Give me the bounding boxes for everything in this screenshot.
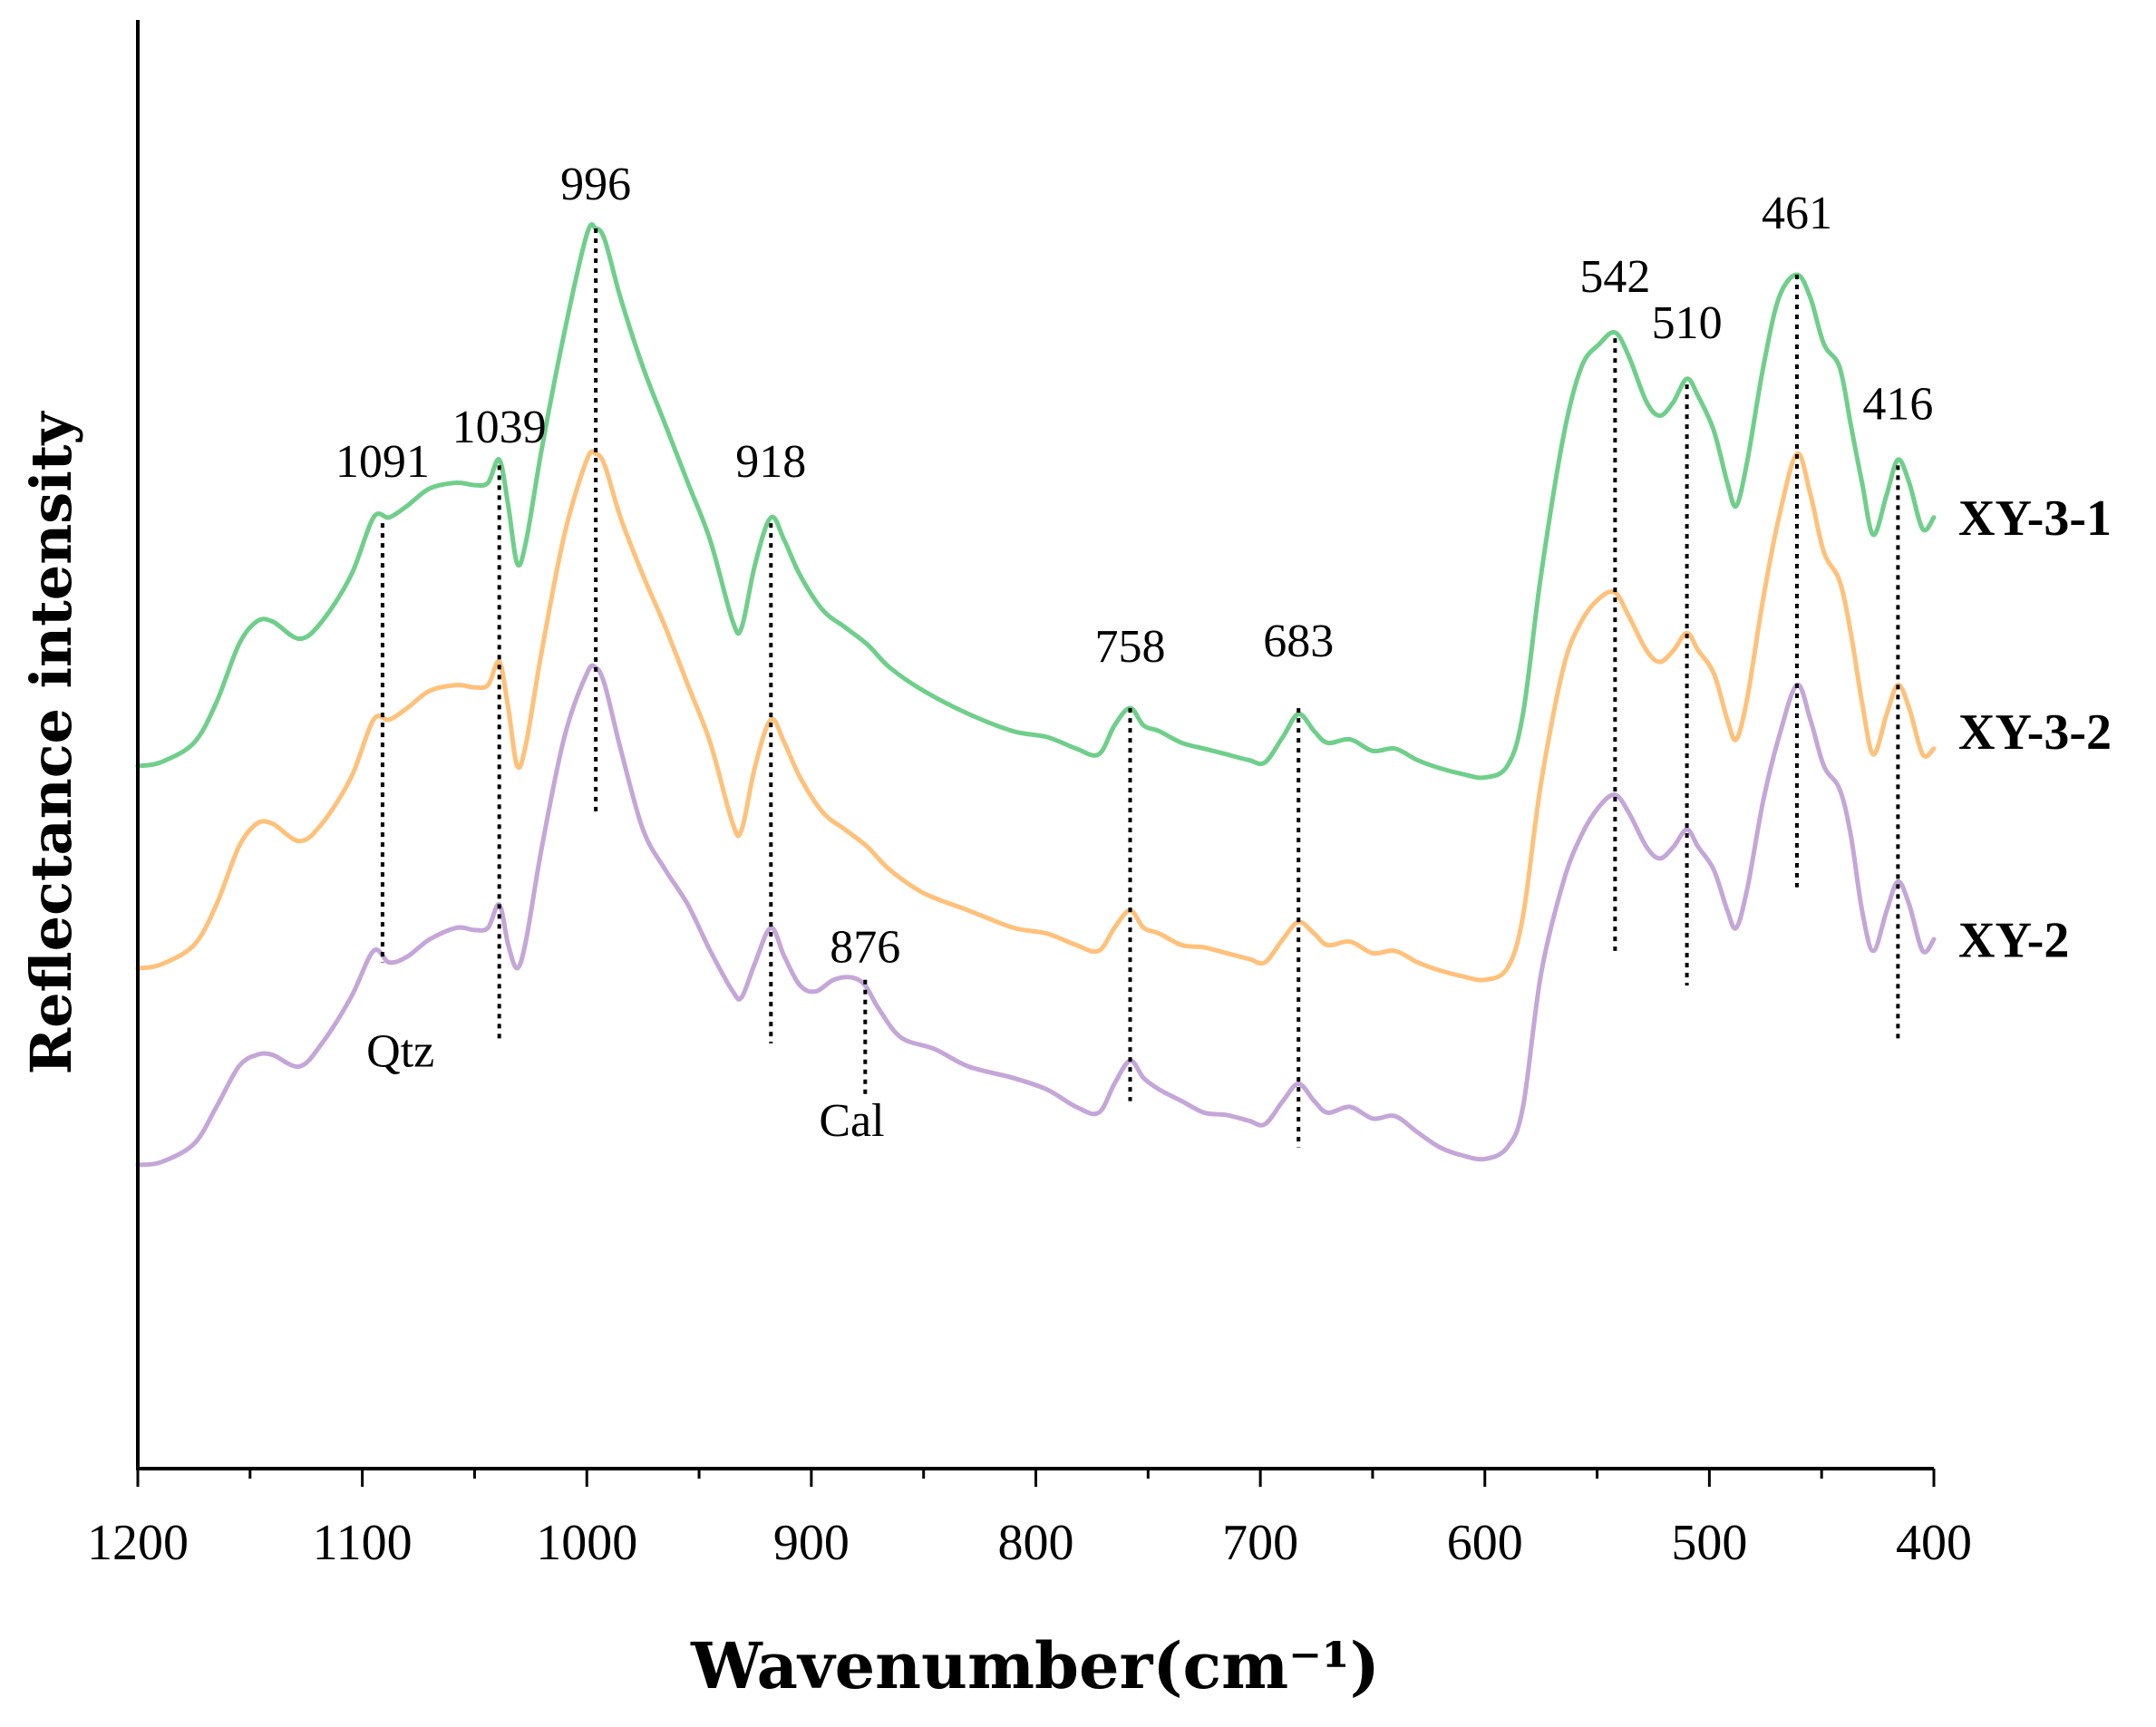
series-line-xy-2 (135, 663, 1937, 1168)
x-tick-label-1200: 1200 (87, 1515, 189, 1571)
x-tick-label-600: 600 (1447, 1515, 1523, 1571)
x-tick-label-1000: 1000 (536, 1515, 637, 1571)
x-tick-label-400: 400 (1896, 1515, 1972, 1571)
peak-label-683: 683 (1263, 616, 1334, 667)
series-layer (135, 222, 1937, 1168)
x-axis-ticks (136, 1469, 1936, 1487)
mineral-label-cal: Cal (819, 1095, 884, 1147)
series-label-xy-2: XY-2 (1958, 912, 2069, 968)
mineral-labels: Qtz Cal (366, 1025, 884, 1147)
peak-label-918: 918 (735, 436, 806, 488)
peak-label-758: 758 (1095, 621, 1166, 673)
series-line-xy-3-1 (135, 222, 1937, 781)
series-labels: XY-3-1 XY-3-2 XY-2 (1958, 490, 2112, 968)
x-tick-label-700: 700 (1222, 1515, 1298, 1571)
y-axis-title: Reflectance intensity (18, 411, 84, 1075)
x-tick-label-900: 900 (773, 1515, 850, 1571)
peak-label-1091: 1091 (335, 436, 430, 488)
x-tick-label-500: 500 (1671, 1515, 1747, 1571)
mineral-label-qtz: Qtz (366, 1025, 434, 1077)
x-axis-tick-labels: 1200 1100 1000 900 800 700 600 500 400 (87, 1515, 1972, 1571)
peak-label-416: 416 (1862, 378, 1933, 430)
axes: 1200 1100 1000 900 800 700 600 500 400 (87, 20, 1972, 1571)
peak-label-542: 542 (1579, 251, 1650, 303)
series-line-xy-3-2 (135, 449, 1937, 983)
series-label-xy-3-1: XY-3-1 (1958, 490, 2112, 547)
peak-label-510: 510 (1652, 297, 1723, 349)
series-label-xy-3-2: XY-3-2 (1958, 704, 2112, 761)
x-axis-title: Wavenumber(cm⁻¹) (690, 1628, 1380, 1703)
x-tick-label-800: 800 (998, 1515, 1074, 1571)
peak-label-1039: 1039 (452, 402, 547, 453)
peak-label-876: 876 (830, 922, 900, 974)
peak-label-996: 996 (560, 159, 631, 210)
peak-label-461: 461 (1762, 188, 1832, 239)
x-tick-label-1100: 1100 (313, 1515, 413, 1571)
peak-markers (380, 228, 1900, 1148)
